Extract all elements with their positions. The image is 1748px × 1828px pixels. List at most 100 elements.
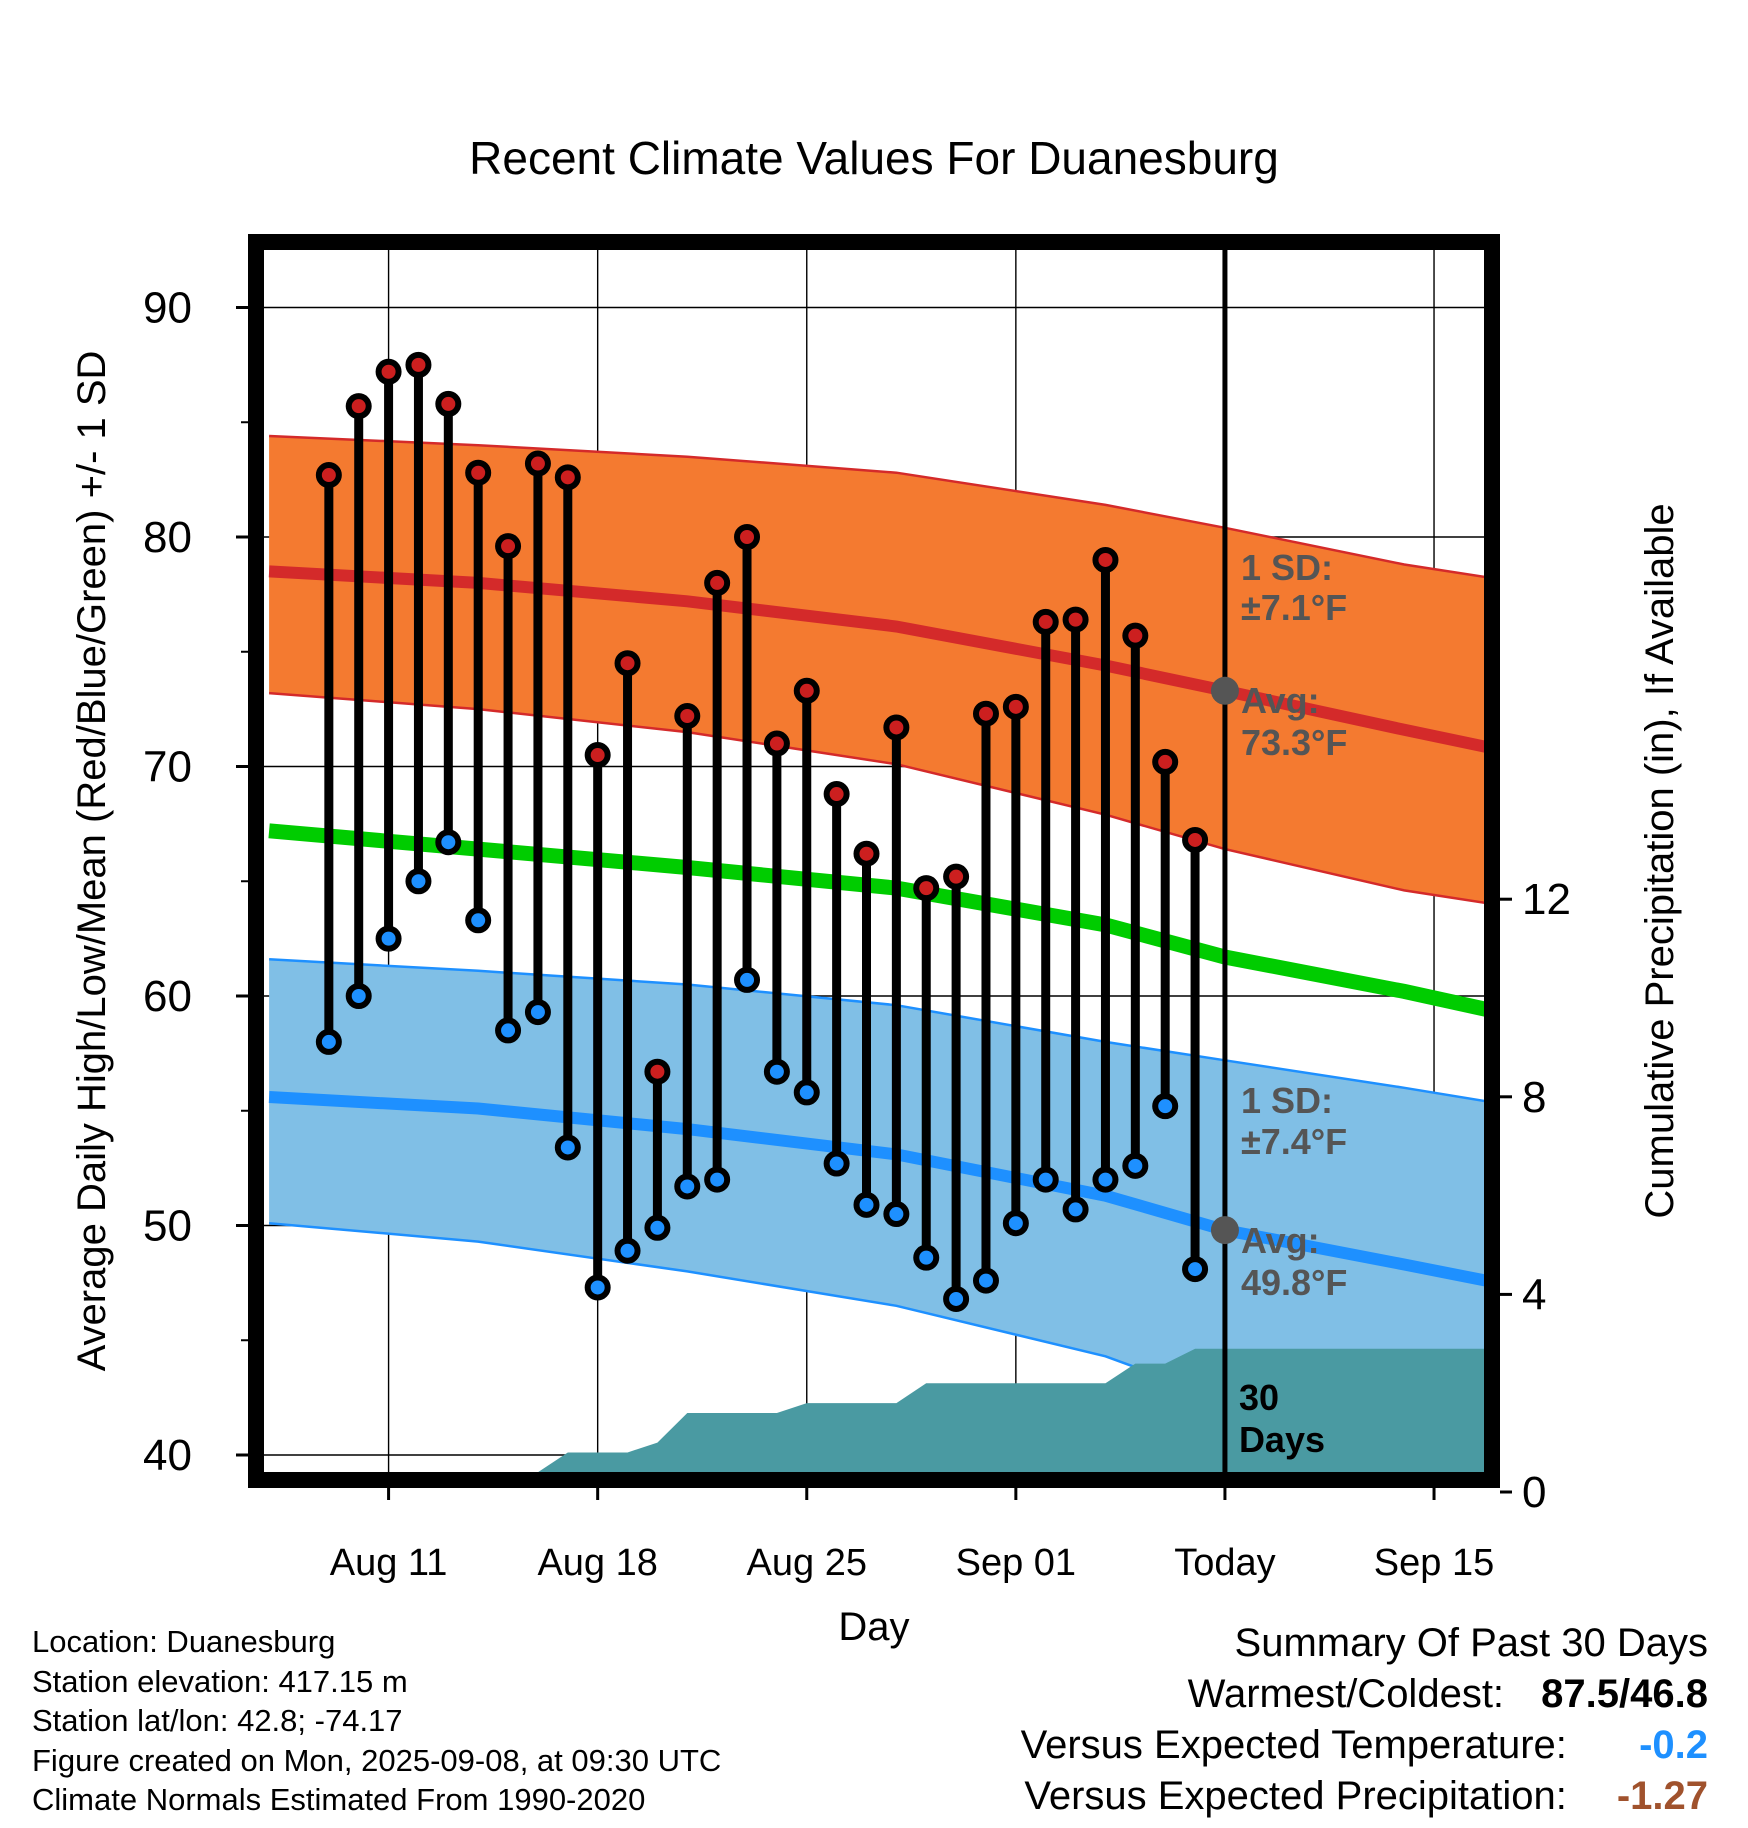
- daily-high-point: [943, 863, 970, 890]
- daily-high-point: [913, 875, 940, 902]
- low-band-upper-edge: [269, 958, 1486, 1103]
- normal-high-marker: [1210, 676, 1239, 705]
- precipitation-departure-value: -1.27: [1616, 1774, 1708, 1818]
- high-sd-band: [269, 436, 1486, 903]
- elevation-text: Station elevation: 417.15 m: [32, 1663, 408, 1699]
- temperature-departure-label: Versus Expected Temperature:: [1020, 1723, 1567, 1767]
- daily-low-point: [1182, 1256, 1209, 1283]
- daily-low-point: [465, 907, 492, 934]
- y-axis-label: Average Daily High/Low/Mean (Red/Blue/Gr…: [70, 351, 114, 1372]
- daily-low-point: [495, 1017, 522, 1044]
- low-sd-annotation-value: ±7.4°F: [1241, 1121, 1347, 1162]
- daily-observations: [315, 351, 1209, 1312]
- warmest-coldest-row: Warmest/Coldest: 87.5/46.8: [1021, 1669, 1708, 1720]
- daily-high-point: [972, 700, 999, 727]
- daily-high-point: [674, 703, 701, 730]
- warmest-coldest-value: 87.5/46.8: [1541, 1672, 1708, 1716]
- daily-high-point: [1002, 693, 1029, 720]
- x-tick-label: Today: [1174, 1542, 1275, 1584]
- y2-tick-label: 8: [1522, 1073, 1546, 1122]
- daily-low-point: [1062, 1196, 1089, 1223]
- y-tick-label: 70: [143, 743, 192, 792]
- daily-low-point: [913, 1244, 940, 1271]
- today-days-unit: Days: [1239, 1419, 1325, 1460]
- plot-frame: [248, 234, 1500, 1488]
- daily-low-point: [584, 1274, 611, 1301]
- daily-high-point: [1152, 748, 1179, 775]
- y2-axis-label: Cumulative Precipitation (in), If Availa…: [1638, 503, 1682, 1218]
- x-tick-label: Aug 25: [747, 1542, 867, 1584]
- summary-heading: Summary Of Past 30 Days: [1234, 1621, 1708, 1665]
- normals-text: Climate Normals Estimated From 1990-2020: [32, 1782, 646, 1817]
- daily-high-point: [554, 464, 581, 491]
- daily-high-point: [375, 358, 402, 385]
- chart-title: Recent Climate Values For Duanesburg: [469, 132, 1279, 184]
- high-band-lower-edge: [269, 691, 1486, 905]
- daily-high-point: [823, 781, 850, 808]
- normal-low-marker: [1210, 1216, 1239, 1245]
- daily-high-point: [793, 677, 820, 704]
- daily-high-point: [345, 393, 372, 420]
- daily-high-point: [405, 351, 432, 378]
- daily-high-point: [1182, 826, 1209, 853]
- daily-low-point: [734, 966, 761, 993]
- daily-low-point: [435, 829, 462, 856]
- location-text: Location: Duanesburg: [32, 1624, 336, 1659]
- high-avg-annotation-value: 73.3°F: [1241, 722, 1347, 763]
- cumulative-precipitation: [269, 1348, 1486, 1474]
- temperature-departure-value: -0.2: [1639, 1723, 1708, 1767]
- warmest-coldest-label: Warmest/Coldest:: [1187, 1672, 1505, 1716]
- x-tick-label: Sep 15: [1374, 1542, 1494, 1584]
- daily-high-point: [1092, 546, 1119, 573]
- daily-low-point: [972, 1267, 999, 1294]
- daily-low-point: [823, 1150, 850, 1177]
- daily-low-point: [644, 1214, 671, 1241]
- normal-mean-line: [268, 823, 1486, 1018]
- high-sd-annotation-value: ±7.1°F: [1241, 587, 1347, 628]
- y-tick-label: 80: [143, 513, 192, 562]
- y2-tick-label: 4: [1522, 1270, 1546, 1319]
- daily-low-point: [1002, 1210, 1029, 1237]
- daily-low-point: [1122, 1152, 1149, 1179]
- x-tick-label: Sep 01: [956, 1542, 1076, 1584]
- y2-tick-label: 0: [1522, 1468, 1546, 1517]
- daily-low-point: [704, 1166, 731, 1193]
- latlon-text: Station lat/lon: 42.8; -74.17: [32, 1703, 403, 1738]
- daily-high-point: [734, 524, 761, 550]
- x-tick-label: Aug 11: [330, 1542, 448, 1584]
- daily-high-point: [435, 390, 462, 417]
- daily-low-point: [375, 925, 402, 952]
- high-sd-annotation-label: 1 SD:: [1241, 547, 1333, 588]
- normal-low-line: [268, 1091, 1486, 1287]
- daily-low-point: [1092, 1166, 1119, 1193]
- daily-high-point: [465, 459, 492, 486]
- x-axis-label: Day: [838, 1605, 909, 1649]
- daily-low-point: [674, 1173, 701, 1200]
- created-text: Figure created on Mon, 2025-09-08, at 09…: [32, 1742, 722, 1778]
- daily-low-point: [524, 999, 551, 1026]
- high-avg-annotation-label: Avg:: [1241, 680, 1320, 721]
- low-avg-annotation-value: 49.8°F: [1241, 1262, 1347, 1303]
- daily-high-point: [763, 730, 790, 757]
- daily-low-point: [763, 1058, 790, 1085]
- low-avg-annotation-label: Avg:: [1241, 1220, 1320, 1261]
- daily-high-point: [644, 1058, 671, 1085]
- y-tick-label: 90: [143, 284, 192, 333]
- daily-low-point: [943, 1285, 970, 1312]
- daily-low-point: [793, 1079, 820, 1106]
- daily-high-point: [495, 533, 522, 560]
- daily-low-point: [405, 868, 432, 895]
- daily-low-point: [853, 1191, 880, 1218]
- normal-bands: [268, 434, 1486, 1440]
- axes: 40 50 60 70 80 90 0 4 8 12 Aug 11 Aug 18 Aug 25 Sep 0…: [143, 284, 1571, 1585]
- y-tick-label: 40: [143, 1431, 192, 1480]
- x-tick-label: Aug 18: [537, 1542, 657, 1584]
- daily-low-point: [614, 1237, 641, 1264]
- daily-low-point: [1152, 1093, 1179, 1120]
- low-sd-annotation-label: 1 SD:: [1241, 1080, 1333, 1121]
- precipitation-departure-label: Versus Expected Precipitation:: [1024, 1774, 1567, 1818]
- temperature-departure-row: Versus Expected Temperature: -0.2: [1021, 1720, 1708, 1771]
